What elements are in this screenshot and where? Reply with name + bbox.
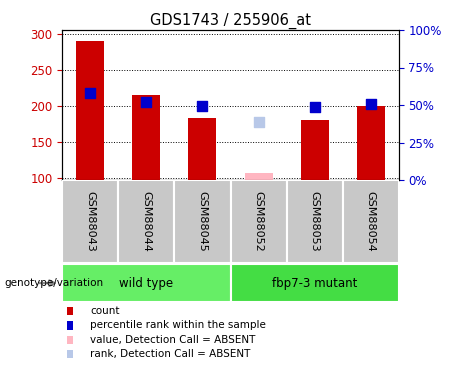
- Text: genotype/variation: genotype/variation: [5, 278, 104, 288]
- Bar: [357, 106, 385, 180]
- Text: GSM88052: GSM88052: [254, 191, 264, 252]
- Point: [255, 118, 262, 124]
- Text: GSM88043: GSM88043: [85, 191, 95, 252]
- Point: [87, 90, 94, 96]
- Text: wild type: wild type: [119, 277, 173, 290]
- Text: count: count: [90, 306, 119, 316]
- Point: [199, 103, 206, 109]
- Point: [367, 101, 374, 107]
- Bar: [118, 180, 174, 262]
- Bar: [230, 264, 399, 302]
- Point: [142, 99, 150, 105]
- Text: GSM88054: GSM88054: [366, 191, 376, 252]
- Bar: [189, 118, 217, 180]
- Text: value, Detection Call = ABSENT: value, Detection Call = ABSENT: [90, 335, 255, 345]
- Bar: [244, 173, 272, 180]
- Bar: [343, 180, 399, 262]
- Bar: [62, 264, 230, 302]
- Bar: [301, 120, 329, 180]
- Text: GSM88045: GSM88045: [197, 191, 207, 252]
- Text: GDS1743 / 255906_at: GDS1743 / 255906_at: [150, 13, 311, 29]
- Bar: [76, 41, 104, 180]
- Bar: [287, 180, 343, 262]
- Bar: [62, 180, 118, 262]
- Text: GSM88053: GSM88053: [310, 191, 319, 252]
- Text: rank, Detection Call = ABSENT: rank, Detection Call = ABSENT: [90, 349, 250, 359]
- Bar: [132, 95, 160, 180]
- Text: percentile rank within the sample: percentile rank within the sample: [90, 321, 266, 330]
- Bar: [230, 180, 287, 262]
- Point: [311, 104, 318, 110]
- Text: fbp7-3 mutant: fbp7-3 mutant: [272, 277, 357, 290]
- Bar: [174, 180, 230, 262]
- Text: GSM88044: GSM88044: [142, 191, 151, 252]
